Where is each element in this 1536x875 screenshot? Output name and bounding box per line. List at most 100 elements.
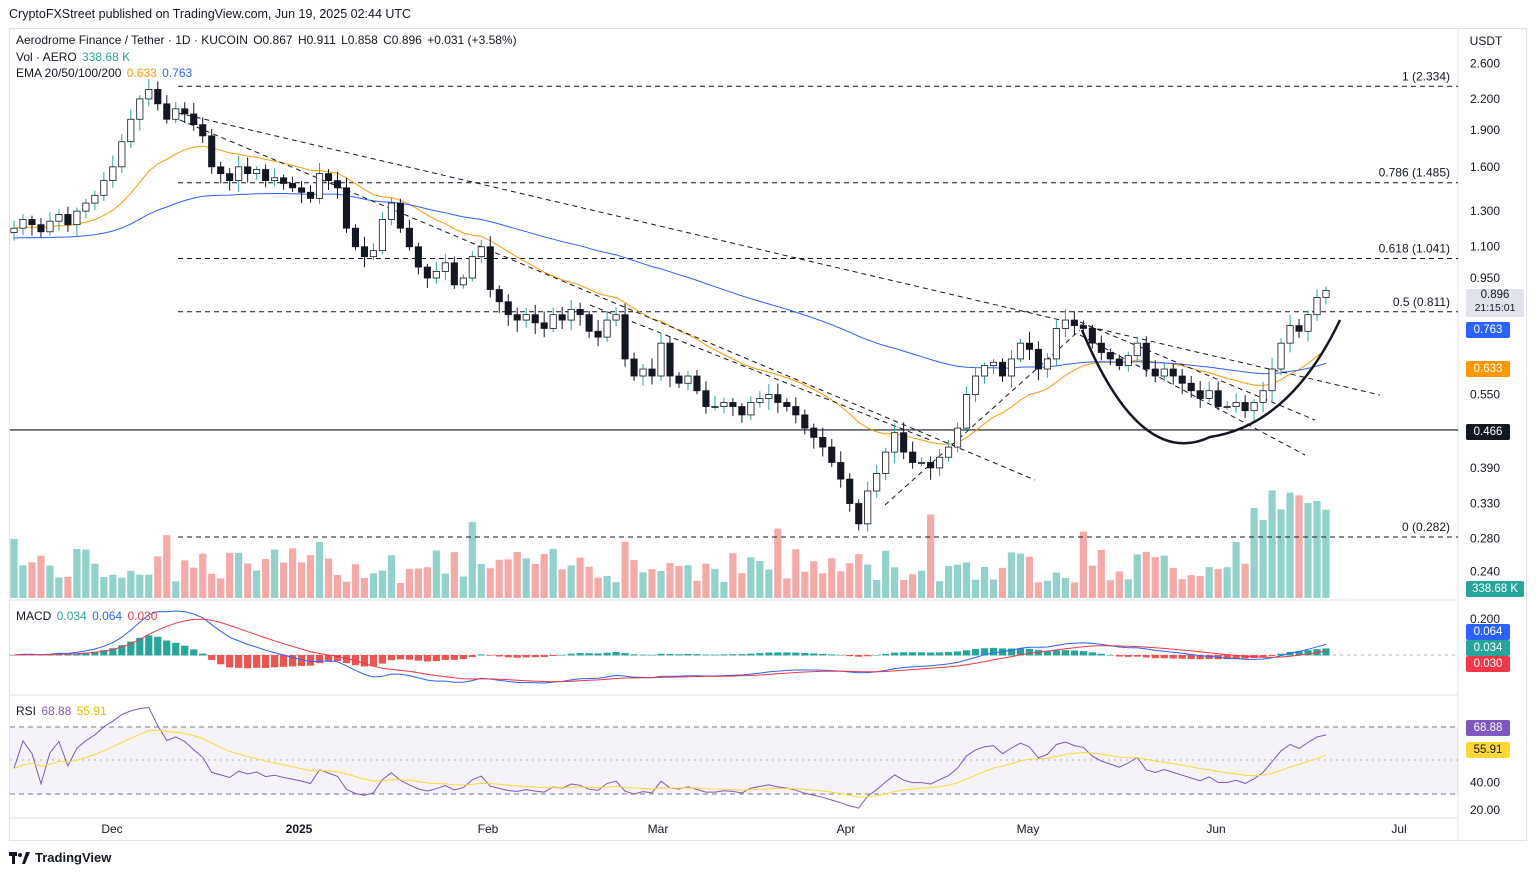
macd-hist-bar-45	[414, 655, 422, 661]
volume-bar-75	[684, 565, 692, 598]
macd-hist-bar-64	[585, 653, 593, 656]
macd-hist-bar-30	[279, 655, 288, 667]
rsi-label: RSI	[16, 704, 37, 718]
candle-body-78	[711, 406, 719, 408]
volume-bar-66	[603, 575, 611, 598]
volume-bar-122	[1106, 580, 1114, 598]
volume-bar-51	[468, 521, 476, 598]
volume-bar-121	[1097, 549, 1105, 598]
volume-bar-98	[891, 567, 899, 598]
macd-hist-bar-10	[100, 650, 108, 656]
volume-bar-26	[244, 563, 252, 598]
ema-value-orange: 0.633	[126, 66, 157, 80]
volume-legend[interactable]: Vol · AERO 338.68 K	[16, 50, 132, 64]
price-axis-tick-3: 1.600	[1470, 160, 1500, 174]
fib-label-3: 0.5 (0.811)	[1393, 295, 1450, 309]
volume-bar-145	[1313, 500, 1321, 598]
volume-bar-87	[792, 549, 800, 598]
macd-hist-bar-11	[109, 648, 117, 656]
macd-hist-bar-63	[576, 653, 584, 656]
candle-body-46	[423, 266, 431, 279]
candlesticks[interactable]	[10, 78, 1330, 532]
macd-hist-bar-49	[450, 655, 458, 660]
rsi-legend[interactable]: RSI 68.88 55.91	[16, 704, 109, 718]
macd-hist-bar-142	[1286, 651, 1294, 656]
candle-body-34	[315, 173, 324, 199]
volume-bar-107	[971, 579, 980, 598]
macd-hist-bar-60	[549, 655, 557, 656]
macd-hist-bar-139	[1259, 655, 1267, 658]
macd-hist-bar-94	[855, 655, 863, 657]
macd-hist-bar-97	[882, 653, 890, 656]
candle-body-73	[666, 342, 674, 377]
macd-hist-bar-32	[297, 655, 306, 667]
volume-bar-39	[360, 577, 369, 598]
candle-body-14	[136, 98, 144, 120]
candle-body-75	[684, 375, 692, 384]
candle-body-108	[980, 365, 989, 377]
macd-hist-bar-36	[333, 655, 342, 661]
volume-bar-16	[154, 556, 162, 598]
volume-bar-62	[567, 565, 575, 598]
macd-hist-bar-54	[495, 655, 503, 657]
macd-hist-bar-25	[235, 655, 243, 668]
macd-hist-bar-105	[953, 651, 962, 656]
macd-hist-bar-127	[1151, 655, 1159, 659]
macd-axis-tick-0: 0.200	[1470, 612, 1500, 626]
macd-hist-bar-75	[684, 654, 692, 656]
candle-body-6	[64, 214, 72, 226]
candle-body-122	[1106, 352, 1114, 360]
candle-body-101	[918, 462, 926, 464]
price-axis-tick-8: 0.390	[1470, 461, 1500, 475]
macd-hist-bar-120	[1088, 652, 1096, 656]
candle-body-121	[1097, 342, 1105, 353]
candle-body-45	[414, 246, 422, 268]
macd-hist-bar-77	[702, 654, 710, 656]
macd-hist-bar-23	[217, 655, 225, 665]
volume-bar-108	[980, 566, 989, 598]
ema-legend[interactable]: EMA 20/50/100/200 0.633 0.763	[16, 66, 194, 80]
volume-bar-45	[414, 568, 422, 598]
volume-bar-102	[927, 514, 935, 598]
candle-body-84	[765, 394, 773, 399]
volume-bar-100	[909, 574, 917, 598]
symbol-name[interactable]: Aerodrome Finance / Tether · 1D · KUCOIN	[16, 33, 248, 47]
candle-body-63	[576, 308, 584, 316]
symbol-legend[interactable]: Aerodrome Finance / Tether · 1D · KUCOIN…	[16, 33, 519, 47]
tradingview-logo[interactable]: TradingView	[9, 850, 111, 865]
volume-bar-89	[810, 561, 818, 598]
macd-hist-bar-88	[801, 652, 809, 656]
candle-body-66	[603, 319, 611, 338]
macd-hist-bar-59	[540, 655, 548, 658]
volume-bar-105	[953, 564, 962, 598]
macd-hist-bar-140	[1268, 655, 1276, 656]
volume-bar-65	[594, 577, 602, 598]
macd-legend[interactable]: MACD 0.034 0.064 0.030	[16, 609, 159, 623]
candle-body-41	[378, 219, 386, 252]
volume-bar-76	[693, 580, 701, 598]
candle-body-92	[837, 462, 845, 480]
countdown-value: 21:15:01	[1474, 302, 1516, 314]
volume-bar-128	[1160, 555, 1168, 598]
price-axis-tick-10: 0.280	[1470, 532, 1500, 546]
candle-body-87	[792, 406, 800, 416]
macd-hist-bar-131	[1187, 655, 1195, 660]
macd-hist-bar-118	[1070, 650, 1078, 656]
candle-body-96	[873, 473, 881, 492]
macd-hist-bar-7	[73, 653, 81, 656]
macd-hist-bar-34	[315, 655, 324, 664]
macd-hist-bar-39	[360, 655, 369, 667]
macd-hist-bar-92	[837, 654, 845, 656]
currency-unit[interactable]: USDT	[1469, 34, 1503, 48]
last-price-tag: 0.896 21:15:01	[1466, 289, 1524, 317]
candle-body-129	[1169, 368, 1177, 377]
volume-bar-86	[783, 578, 791, 598]
macd-hist-bar-38	[351, 655, 360, 666]
axes: 2.600 2.200 1.900 1.600 1.300 1.100 0.950 0.550…	[101, 56, 1500, 836]
candle-body-37	[342, 187, 351, 229]
candle-body-81	[738, 406, 746, 416]
support-tag: 0.466	[1466, 424, 1510, 440]
volume-bar-143	[1295, 495, 1303, 598]
macd-hist-bar-3	[37, 654, 45, 656]
